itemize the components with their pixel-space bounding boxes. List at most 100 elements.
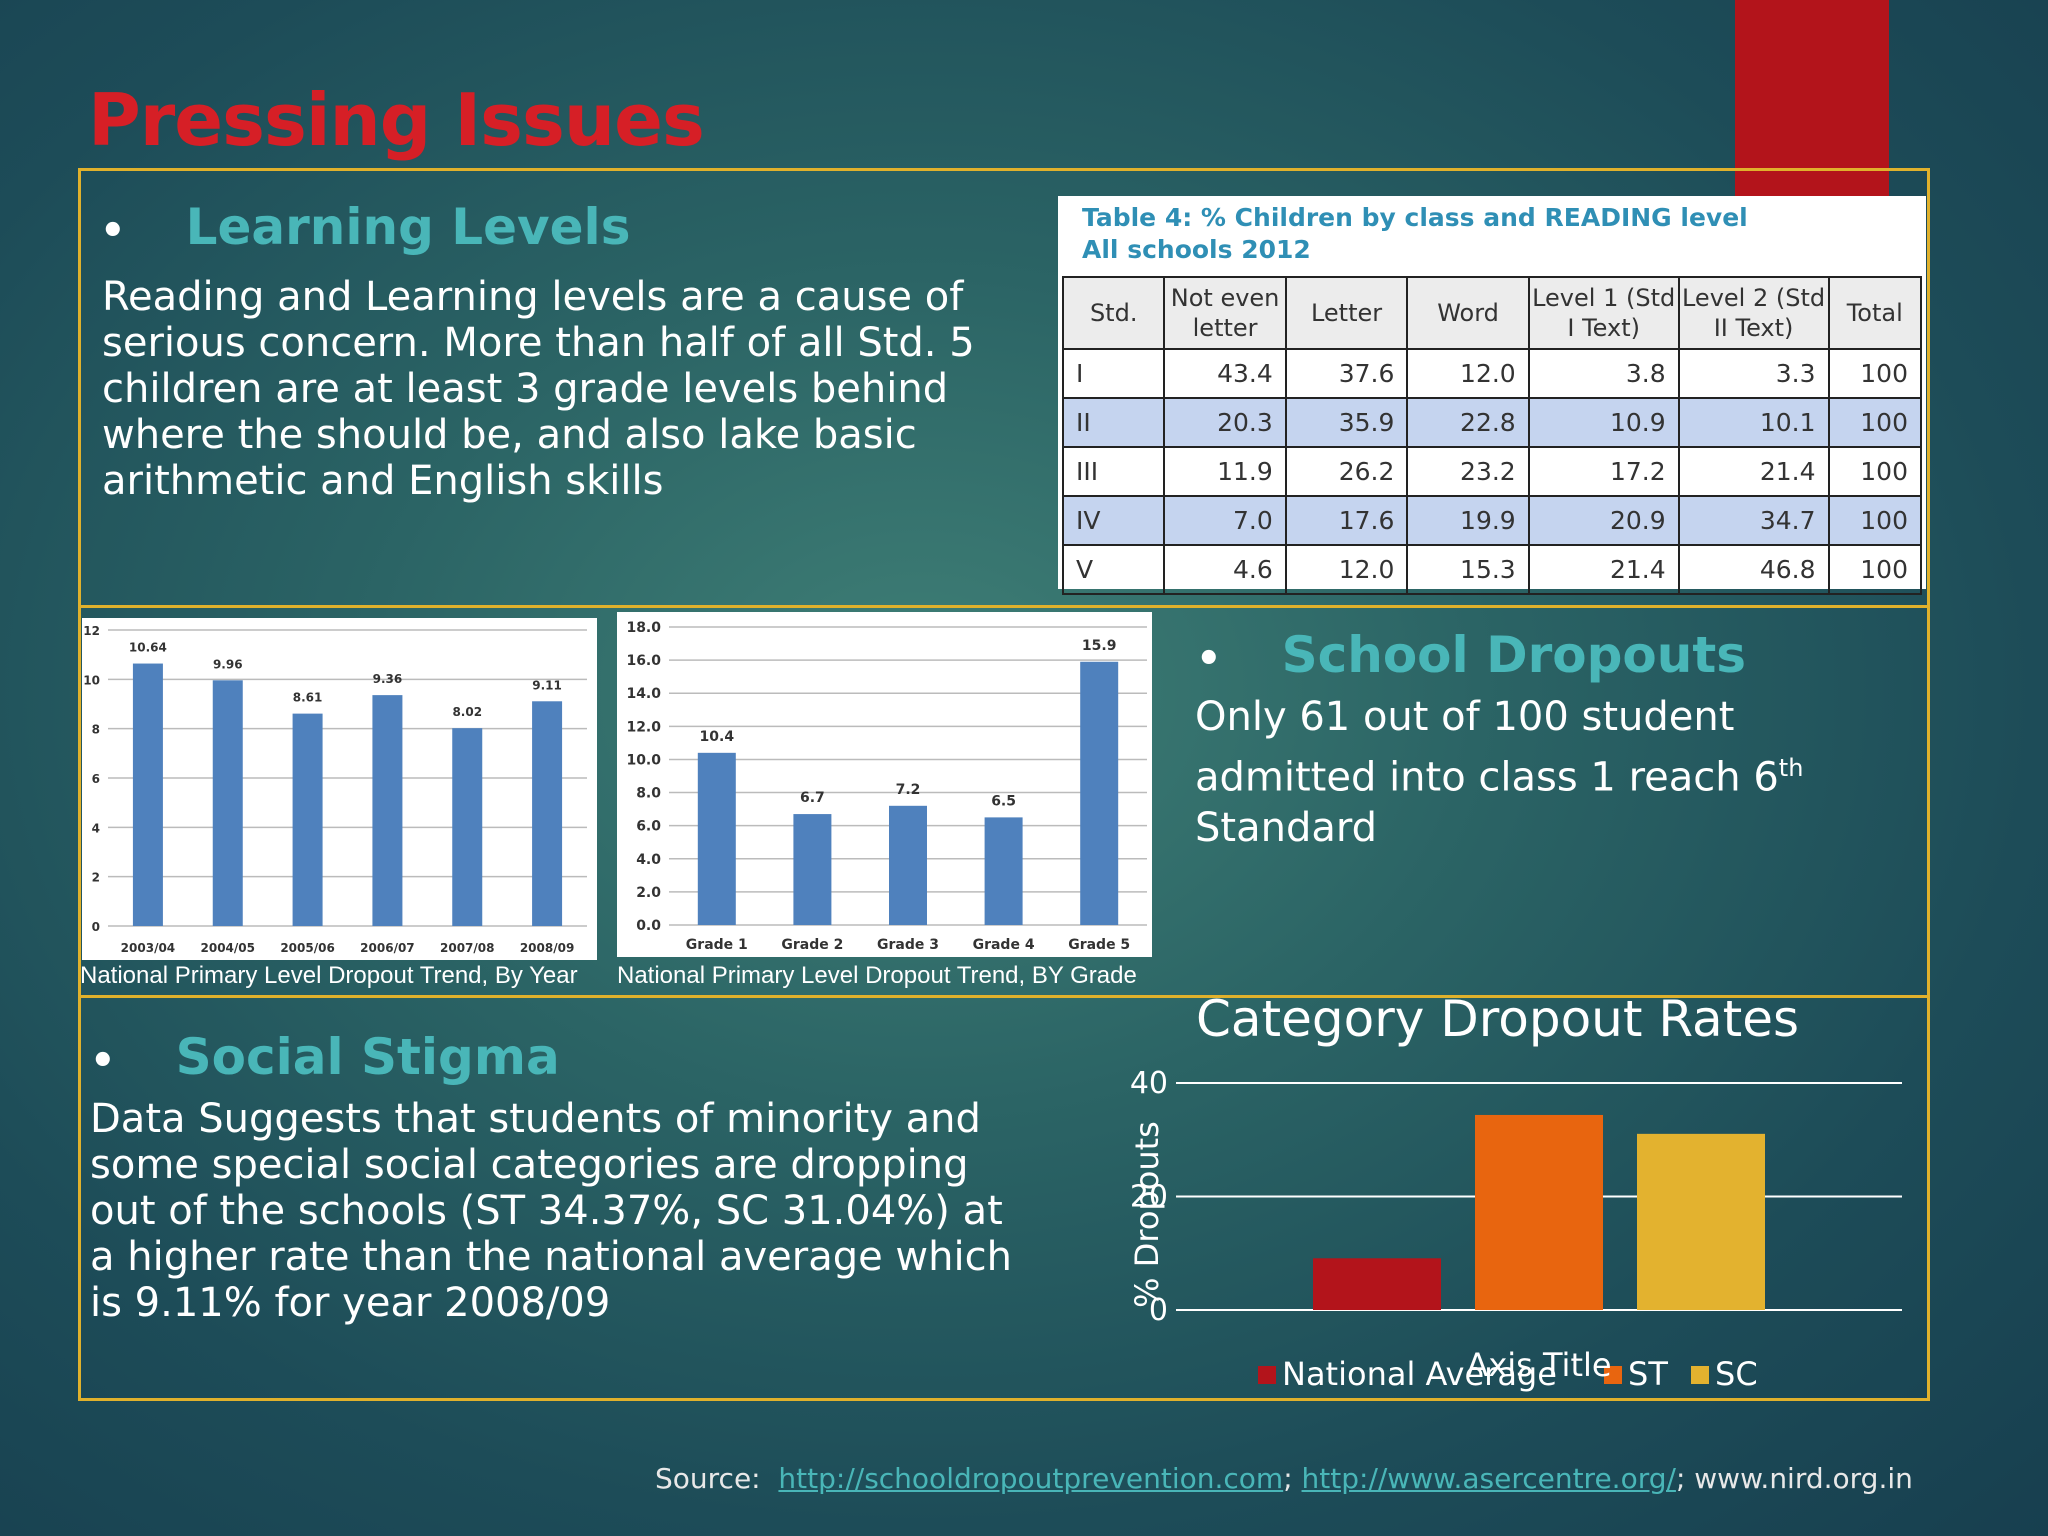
table-cell: III bbox=[1061, 446, 1166, 497]
legend-swatch-sc bbox=[1691, 1366, 1709, 1384]
learning-levels-heading: • Learning Levels bbox=[100, 202, 630, 252]
y-tick-label: 18.0 bbox=[626, 620, 661, 636]
y-tick-label: 10.0 bbox=[626, 752, 661, 768]
category-chart-title: Category Dropout Rates bbox=[1196, 990, 1800, 1048]
bullet-icon: • bbox=[1196, 636, 1222, 682]
bar bbox=[292, 713, 323, 926]
data-label: 8.02 bbox=[452, 705, 482, 719]
y-tick-label: 6 bbox=[92, 772, 100, 786]
table-cell: 4.6 bbox=[1163, 544, 1287, 595]
table-cell: 21.4 bbox=[1527, 544, 1680, 595]
table-cell: 11.9 bbox=[1163, 446, 1287, 497]
table-cell: 23.2 bbox=[1406, 446, 1530, 497]
data-label: 6.5 bbox=[991, 793, 1016, 809]
bar bbox=[1080, 661, 1119, 925]
bar bbox=[372, 695, 403, 926]
table-cell: 20.9 bbox=[1527, 495, 1680, 546]
y-tick-label: 8.0 bbox=[636, 786, 661, 802]
reading-table-grid: Std. Not even letter Letter Word Level 1 (St… bbox=[1061, 276, 1922, 595]
x-category-label: 2006/07 bbox=[360, 941, 414, 955]
bullet-icon: • bbox=[100, 208, 126, 254]
data-label: 9.96 bbox=[213, 657, 243, 671]
table-cell: 3.3 bbox=[1677, 348, 1830, 399]
data-label: 7.2 bbox=[896, 782, 921, 798]
table-cell: 10.9 bbox=[1527, 397, 1680, 448]
chart-dropout-by-year: 0 2 4 6 8 10 12 10.64 2003/04 9.96 2004/05 8.61 2005… bbox=[82, 618, 597, 960]
table-header-cell: Std. bbox=[1061, 276, 1166, 350]
data-label: 10.4 bbox=[700, 729, 735, 745]
table-cell: 15.3 bbox=[1406, 544, 1530, 595]
x-axis-title: Axis Title bbox=[1466, 1346, 1611, 1384]
category-chart-svg: 0 20 40 % Dropouts National Average ST SC Axis … bbox=[1128, 1066, 1902, 1393]
table-header-cell: Level 2 (Std II Text) bbox=[1677, 276, 1830, 350]
table-cell: 100 bbox=[1827, 495, 1922, 546]
y-tick-label: 20 bbox=[1130, 1180, 1168, 1215]
table-cell: II bbox=[1061, 397, 1166, 448]
y-axis-title: % Dropouts bbox=[1128, 1121, 1166, 1308]
data-label: 8.61 bbox=[293, 691, 323, 705]
school-dropouts-heading: • School Dropouts bbox=[1196, 630, 1746, 680]
bar-st bbox=[1475, 1114, 1603, 1310]
social-stigma-body: Data Suggests that students of minority … bbox=[90, 1096, 1012, 1326]
source-line: Source: http://schooldropoutprevention.c… bbox=[655, 1462, 1913, 1495]
legend-swatch-st bbox=[1604, 1366, 1622, 1384]
source-label: Source: bbox=[655, 1462, 761, 1495]
social-stigma-heading: • Social Stigma bbox=[90, 1032, 560, 1082]
y-tick-label: 2 bbox=[92, 871, 100, 885]
reading-level-table: Table 4: % Children by class and READING… bbox=[1058, 196, 1926, 595]
y-tick-label: 6.0 bbox=[636, 819, 661, 835]
x-category-label: 2003/04 bbox=[121, 941, 175, 955]
data-label: 6.7 bbox=[800, 790, 825, 806]
table-header-cell: Level 1 (Std I Text) bbox=[1527, 276, 1680, 350]
school-dropouts-title: School Dropouts bbox=[1281, 626, 1746, 684]
data-label: 9.11 bbox=[532, 678, 562, 692]
ordinal-suffix: th bbox=[1778, 754, 1804, 782]
table-caption-line2: All schools 2012 bbox=[1082, 235, 1311, 264]
table-cell: 17.6 bbox=[1284, 495, 1409, 546]
bar-sc bbox=[1637, 1133, 1765, 1310]
table-cell: 3.8 bbox=[1527, 348, 1680, 399]
chart-by-year-svg: 0 2 4 6 8 10 12 10.64 2003/04 9.96 2004/05 8.61 2005… bbox=[83, 624, 587, 955]
bar bbox=[452, 728, 483, 926]
y-tick-label: 16.0 bbox=[626, 653, 661, 669]
y-tick-label: 4.0 bbox=[636, 852, 661, 868]
table-header-cell: Not even letter bbox=[1163, 276, 1287, 350]
bar bbox=[132, 663, 163, 926]
bar bbox=[889, 805, 927, 925]
y-tick-label: 0 bbox=[92, 920, 100, 934]
table-cell: 100 bbox=[1827, 397, 1922, 448]
social-stigma-title: Social Stigma bbox=[175, 1028, 560, 1086]
bar bbox=[212, 680, 243, 926]
caption-by-year: National Primary Level Dropout Trend, By… bbox=[80, 962, 578, 989]
table-cell: 12.0 bbox=[1284, 544, 1409, 595]
table-cell: 10.1 bbox=[1677, 397, 1830, 448]
table-cell: 46.8 bbox=[1677, 544, 1830, 595]
accent-bar bbox=[1735, 0, 1889, 196]
school-dropouts-text-end: Standard bbox=[1195, 805, 1377, 852]
table-cell: 34.7 bbox=[1677, 495, 1830, 546]
bar-national bbox=[1313, 1258, 1441, 1310]
legend-label: SC bbox=[1715, 1355, 1758, 1393]
y-tick-label: 8 bbox=[92, 723, 100, 737]
legend-label: National Average bbox=[1282, 1355, 1557, 1393]
x-category-label: 2005/06 bbox=[280, 941, 334, 955]
table-row: II 20.3 35.9 22.8 10.9 10.1 100 bbox=[1061, 397, 1922, 448]
x-category-label: 2007/08 bbox=[440, 941, 494, 955]
slide-title: Pressing Issues bbox=[88, 78, 705, 162]
y-tick-label: 2.0 bbox=[636, 885, 661, 901]
table-cell: 100 bbox=[1827, 544, 1922, 595]
chart-by-grade-svg: 0.0 2.0 4.0 6.0 8.0 10.0 12.0 14.0 16.0 18.0 10.4 G… bbox=[626, 620, 1147, 953]
table-cell: 7.0 bbox=[1163, 495, 1287, 546]
table-header-cell: Total bbox=[1827, 276, 1922, 350]
frame-social-stigma bbox=[78, 995, 1930, 1401]
y-tick-label: 0.0 bbox=[636, 918, 661, 934]
source-link-asercentre[interactable]: http://www.asercentre.org/ bbox=[1301, 1462, 1676, 1495]
table-cell: 21.4 bbox=[1677, 446, 1830, 497]
data-label: 10.64 bbox=[129, 641, 167, 655]
x-category-label: Grade 3 bbox=[877, 937, 939, 953]
x-category-label: Grade 1 bbox=[686, 937, 748, 953]
table-cell: 35.9 bbox=[1284, 397, 1409, 448]
table-row: V 4.6 12.0 15.3 21.4 46.8 100 bbox=[1061, 544, 1922, 595]
source-link-schooldropout[interactable]: http://schooldropoutprevention.com bbox=[778, 1462, 1284, 1495]
table-cell: 12.0 bbox=[1406, 348, 1530, 399]
